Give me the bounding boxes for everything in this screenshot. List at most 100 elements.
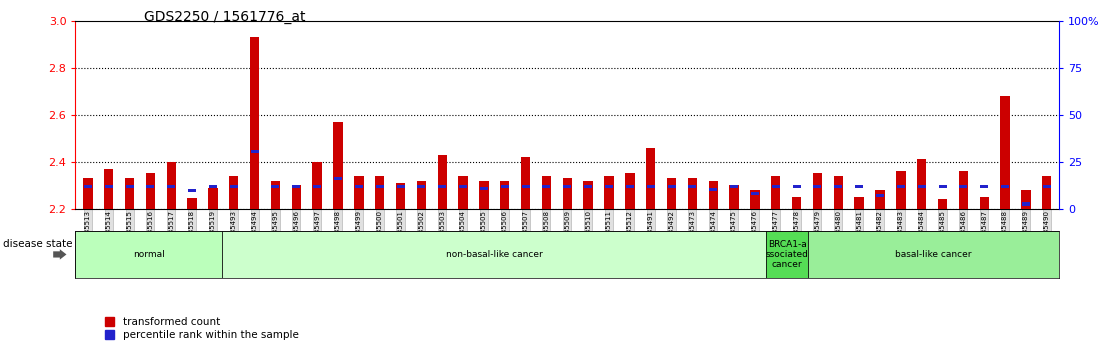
- Bar: [83, 178, 93, 209]
- Bar: [125, 185, 134, 188]
- Bar: [334, 122, 342, 209]
- Bar: [626, 185, 634, 188]
- Bar: [604, 176, 614, 209]
- Bar: [166, 162, 176, 209]
- Bar: [1022, 203, 1029, 206]
- Bar: [563, 178, 572, 209]
- Bar: [960, 185, 967, 188]
- Bar: [834, 185, 842, 188]
- Bar: [355, 176, 363, 209]
- Bar: [459, 185, 468, 188]
- Bar: [312, 162, 321, 209]
- FancyBboxPatch shape: [766, 231, 808, 278]
- Bar: [208, 188, 217, 209]
- Bar: [771, 176, 780, 209]
- Bar: [979, 197, 989, 209]
- Bar: [896, 185, 905, 188]
- Bar: [708, 180, 718, 209]
- Bar: [730, 185, 738, 188]
- Text: non-basal-like cancer: non-basal-like cancer: [445, 250, 543, 259]
- Bar: [417, 180, 427, 209]
- Bar: [688, 178, 697, 209]
- Bar: [291, 185, 301, 209]
- Bar: [271, 185, 279, 188]
- Bar: [250, 150, 258, 153]
- Bar: [209, 185, 217, 188]
- Bar: [833, 176, 843, 209]
- Bar: [584, 180, 593, 209]
- Bar: [397, 185, 404, 188]
- Bar: [188, 189, 196, 192]
- Bar: [646, 148, 655, 209]
- Text: normal: normal: [133, 250, 164, 259]
- Text: BRCA1-a
ssociated
cancer: BRCA1-a ssociated cancer: [766, 239, 809, 269]
- Legend: transformed count, percentile rank within the sample: transformed count, percentile rank withi…: [105, 317, 298, 340]
- Bar: [937, 199, 947, 209]
- Bar: [958, 171, 968, 209]
- Bar: [938, 185, 946, 188]
- Text: GDS2250 / 1561776_at: GDS2250 / 1561776_at: [144, 10, 306, 24]
- Bar: [187, 198, 197, 209]
- Bar: [125, 178, 134, 209]
- Bar: [438, 155, 447, 209]
- Bar: [229, 176, 238, 209]
- Bar: [396, 183, 406, 209]
- Bar: [334, 177, 342, 180]
- Bar: [792, 197, 801, 209]
- Bar: [105, 185, 113, 188]
- Bar: [751, 193, 759, 196]
- Bar: [917, 185, 925, 188]
- Bar: [981, 185, 988, 188]
- Bar: [855, 185, 863, 188]
- Bar: [501, 185, 509, 188]
- Bar: [145, 174, 155, 209]
- Bar: [709, 188, 717, 191]
- Bar: [917, 159, 926, 209]
- Text: disease state: disease state: [3, 239, 73, 249]
- Bar: [1001, 185, 1009, 188]
- Bar: [625, 174, 635, 209]
- Bar: [542, 176, 551, 209]
- Bar: [1043, 185, 1050, 188]
- Bar: [667, 178, 676, 209]
- Bar: [293, 185, 300, 188]
- Bar: [605, 185, 613, 188]
- Bar: [729, 185, 739, 209]
- Bar: [854, 197, 864, 209]
- Text: basal-like cancer: basal-like cancer: [895, 250, 972, 259]
- Bar: [376, 185, 383, 188]
- Bar: [250, 37, 259, 209]
- Bar: [667, 185, 676, 188]
- Bar: [229, 185, 238, 188]
- Bar: [480, 187, 488, 190]
- Bar: [500, 180, 510, 209]
- Bar: [1001, 96, 1009, 209]
- FancyBboxPatch shape: [222, 231, 766, 278]
- Bar: [750, 190, 760, 209]
- Bar: [167, 185, 175, 188]
- Bar: [813, 174, 822, 209]
- Bar: [813, 185, 821, 188]
- Bar: [439, 185, 447, 188]
- Bar: [84, 185, 92, 188]
- Bar: [146, 185, 154, 188]
- Bar: [104, 169, 113, 209]
- Bar: [875, 190, 884, 209]
- Bar: [792, 185, 801, 188]
- Bar: [521, 157, 531, 209]
- Bar: [563, 185, 572, 188]
- Bar: [375, 176, 384, 209]
- FancyBboxPatch shape: [75, 231, 222, 278]
- Bar: [647, 185, 655, 188]
- Bar: [584, 185, 592, 188]
- Bar: [688, 185, 696, 188]
- Bar: [543, 185, 551, 188]
- FancyBboxPatch shape: [808, 231, 1059, 278]
- Bar: [876, 194, 884, 197]
- Bar: [355, 185, 362, 188]
- Bar: [480, 180, 489, 209]
- Bar: [418, 185, 425, 188]
- Bar: [1022, 190, 1030, 209]
- Bar: [1042, 176, 1051, 209]
- Bar: [459, 176, 468, 209]
